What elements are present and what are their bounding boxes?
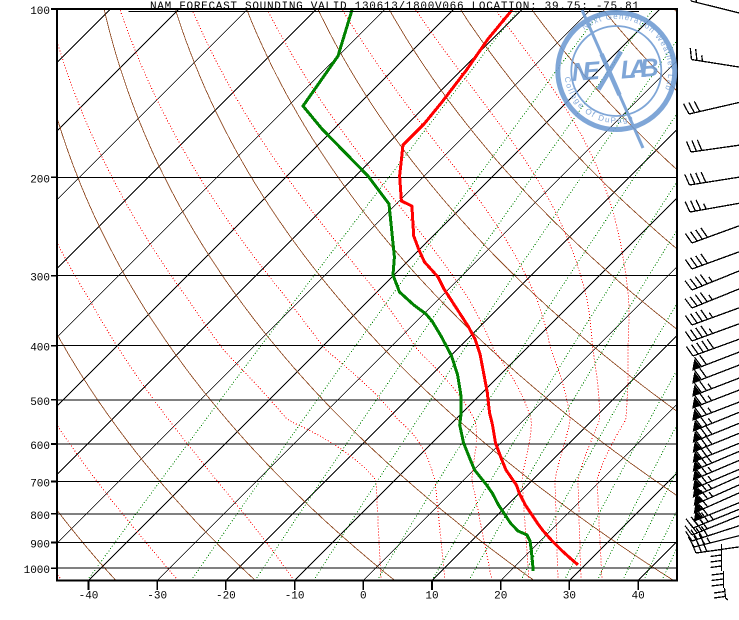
- svg-text:1000: 1000: [24, 565, 50, 577]
- svg-text:400: 400: [30, 343, 50, 355]
- svg-text:600: 600: [30, 441, 50, 453]
- svg-text:-40: -40: [79, 591, 99, 603]
- svg-text:200: 200: [30, 174, 50, 186]
- svg-text:300: 300: [30, 273, 50, 285]
- svg-text:NAM FORECAST SOUNDING VALID 13: NAM FORECAST SOUNDING VALID 130613/1800V…: [150, 1, 639, 13]
- svg-text:40: 40: [631, 591, 644, 603]
- svg-text:-20: -20: [216, 591, 236, 603]
- svg-text:700: 700: [30, 479, 50, 491]
- svg-text:900: 900: [30, 540, 50, 552]
- svg-text:0: 0: [360, 591, 367, 603]
- svg-text:100: 100: [30, 6, 50, 18]
- svg-text:500: 500: [30, 397, 50, 409]
- svg-text:30: 30: [563, 591, 576, 603]
- svg-text:-30: -30: [147, 591, 167, 603]
- svg-text:800: 800: [30, 511, 50, 523]
- svg-text:20: 20: [494, 591, 507, 603]
- svg-text:NE: NE: [571, 57, 602, 87]
- svg-text:LAB: LAB: [620, 54, 660, 85]
- svg-text:10: 10: [425, 591, 438, 603]
- svg-text:-10: -10: [285, 591, 305, 603]
